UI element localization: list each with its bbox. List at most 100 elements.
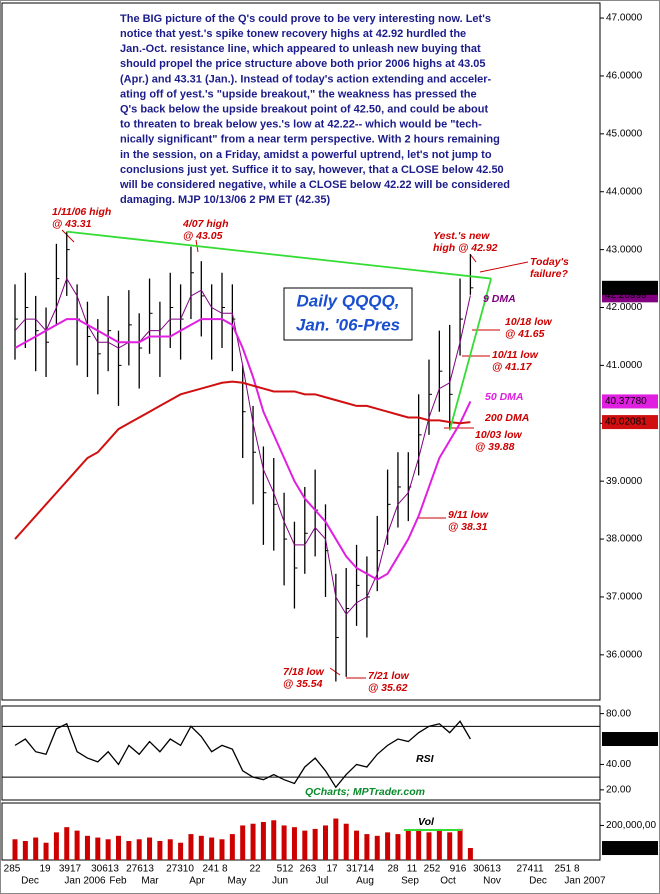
annotation: 10/11 low [492,349,539,361]
volume-bar [385,832,391,860]
commentary-line: to threaten to break below yes.'s low at… [120,119,482,131]
x-day-label: 30613 [91,864,119,875]
volume-panel [1,802,601,861]
y-tick-label: 38.0000 [606,534,643,545]
volume-bar [126,841,132,860]
volume-bar [105,839,111,860]
volume-bar [436,830,442,860]
chart-title: Daily QQQQ, [297,291,400,310]
annotation: 9/11 low [448,509,489,521]
x-day-label: 27613 [126,864,154,875]
trendline [66,230,492,280]
annotation: 7/21 low [368,670,410,682]
annotation: @ 41.17 [492,361,533,373]
y-tick-label: 20.00 [606,784,631,795]
volume-bar [250,823,256,860]
annotation: 200 DMA [484,412,529,424]
volume-bar [323,825,328,860]
annotation: @ 35.62 [368,682,408,694]
volume-bar [240,825,246,860]
x-day-label: 11 [407,864,418,875]
volume-bar [178,842,184,860]
x-month-label: Sep [401,876,419,887]
annotation: 10/18 low [505,316,553,328]
volume-bar [302,830,308,860]
volume-bar [147,837,153,860]
x-day-label: 27411 [516,864,544,875]
annotation: @ 39.88 [475,441,515,453]
x-day-label: 251 8 [554,864,579,875]
x-day-label: 3917 [59,864,82,875]
commentary-line: will be considered negative, while a CLO… [119,179,510,191]
x-day-label: 31714 [346,864,374,875]
volume-bar [43,842,49,860]
volume-bar [426,832,432,860]
commentary-line: conclusions just yet. Suffice it to say,… [120,164,504,176]
x-day-label: 263 [300,864,317,875]
volume-bar [53,832,59,860]
x-month-label: Nov [483,876,501,887]
volume-bar [198,835,204,860]
volume-bar [457,828,463,860]
x-day-label: 17 [326,864,338,875]
volume-bar [116,835,121,860]
annotation: 1/11/06 high [52,206,111,218]
volume-bar [260,822,266,860]
trendline [448,278,492,431]
annotation: 4/07 high [182,218,229,230]
x-month-label: Feb [109,876,127,887]
volume-bar [33,837,39,860]
y-tick-label: 36.0000 [606,649,643,660]
commentary-line: The BIG picture of the Q's could prove t… [120,13,491,25]
volume-bar [354,830,360,860]
price-panel [1,2,601,701]
commentary-line: Jan.-Oct. resistance line, which appeare… [120,43,481,55]
x-day-label: 252 [424,864,441,875]
y-tick-label: 39.0000 [606,476,643,487]
x-day-label: 27310 [166,864,194,875]
commentary-line: (Apr.) and 43.31 (Jan.). Instead of toda… [120,73,492,85]
annotation: 10/03 low [475,429,523,441]
x-month-label: Jul [316,876,329,887]
series-last-label: 40.02081 [605,417,647,428]
commentary-line: nically significant" from a near term pe… [120,134,500,146]
volume-bar [22,841,28,860]
y-tick-label: 43.0000 [606,244,643,255]
title-box [283,287,413,341]
volume-bar [74,830,80,860]
volume-bar [312,828,318,860]
volume-bar [95,837,101,860]
y-tick-label: 80.00 [606,708,631,719]
annotation: @ 35.54 [283,678,323,690]
close-last-label: 42.3400 [605,282,642,293]
y-tick-label: 47.0000 [606,13,643,24]
commentary-line: notice that yest.'s spike tonew recovery… [120,28,466,40]
annotation: high @ 42.92 [433,242,498,254]
volume-bar [291,827,297,860]
volume-bar [447,832,453,860]
commentary-line: damaging. MJP 10/13/06 2 PM ET (42.35) [120,194,330,206]
moving-average [14,380,471,540]
volume-bar [364,834,370,860]
series-last-label: 42.20999 [605,290,647,301]
series-last-box [602,394,658,409]
rsi-name: RSI [416,753,435,765]
x-day-label: 512 [277,864,294,875]
close-last-box [602,280,658,295]
annotation: 7/18 low [283,666,325,678]
volume-bar [405,830,411,860]
x-month-label: Jan 2007 [564,876,606,887]
x-day-label: 916 [450,864,467,875]
commentary-line: in the session, on a Friday, amidst a po… [120,149,492,161]
volume-bar [229,834,235,860]
x-month-label: Dec [21,876,39,887]
x-day-label: 28 [387,864,399,875]
volume-bar [343,823,349,860]
volume-bar [219,839,225,860]
y-tick-label: 46.0000 [606,71,643,82]
x-day-label: 19 [39,864,51,875]
annotation: @ 41.65 [505,328,545,340]
